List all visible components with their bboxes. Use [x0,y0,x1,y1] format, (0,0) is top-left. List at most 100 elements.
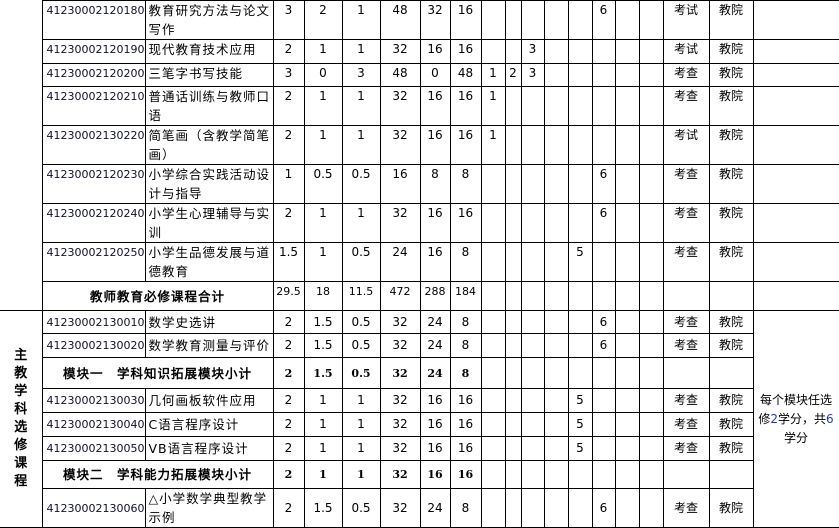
credit-practice-cell: 1 [341,203,381,243]
semester-4-hours [543,436,569,461]
semester-8-hours [638,460,664,489]
department: 教院 [708,63,754,87]
table-row: 41230002130020 数学教育测量与评价 2 1.5 0.5 32 24 8 6 考查 教院 [0,333,839,358]
notes-cell [752,164,839,204]
assessment-type: 考查 [662,242,710,282]
semester-6-hours [591,86,616,126]
credit-theory-cell: 0.5 [303,164,343,204]
semester-2-hours [504,39,522,64]
hours-theory-cell: 16 [419,460,451,489]
semester-5-hours [567,281,593,311]
hours-practice-cell: 8 [449,242,482,282]
credits-cell: 2 [272,39,305,64]
credit-theory-cell: 1 [303,39,343,64]
semester-4-hours [543,242,569,282]
semester-1-hours [480,39,506,64]
semester-8-hours [638,164,664,204]
semester-8-hours [638,310,664,334]
semester-1-hours [480,242,506,282]
semester-4-hours [543,164,569,204]
credits-cell: 29.5 [272,281,305,311]
semester-1-hours [480,310,506,334]
semester-5-hours: 5 [567,436,593,461]
notes-cell [752,281,839,311]
category-label: 主教学科选修课程 [0,310,43,528]
note-text: 学分，共 [778,411,827,426]
semester-7-hours [614,242,640,282]
semester-2-hours [504,436,522,461]
hours-theory-cell: 288 [419,281,451,311]
semester-3-hours [520,164,545,204]
hours-cell: 32 [379,86,421,126]
department [708,357,754,389]
semester-4-hours [543,39,569,64]
semester-6-hours: 6 [591,0,616,40]
semester-3-hours: 3 [520,63,545,87]
semester-2-hours [504,125,522,165]
course-name: VB语言程序设计 [144,436,274,461]
table-row: 41230002130040 C语言程序设计 2 1 1 32 16 16 5 考查 教院 [0,412,839,437]
semester-7-hours [614,488,640,528]
assessment-type: 考试 [662,125,710,165]
course-code: 41230002120250 [41,242,146,282]
semester-6-hours [591,357,616,389]
table-row: 41230002130030 几何画板软件应用 2 1 1 32 16 16 5 考查 教院 [0,388,839,413]
semester-8-hours [638,281,664,311]
category-char: 学 [14,384,28,399]
notes-cell [752,39,839,64]
credit-theory-cell: 1.5 [303,310,343,334]
hours-theory-cell: 24 [419,357,451,389]
semester-4-hours [543,388,569,413]
semester-3-hours [520,86,545,126]
credit-theory-cell: 1 [303,86,343,126]
semester-7-hours [614,357,640,389]
semester-6-hours [591,388,616,413]
credits-cell: 2 [272,310,305,334]
assessment-type: 考查 [662,488,710,528]
credit-practice-cell: 11.5 [341,281,381,311]
credits-cell: 2 [272,412,305,437]
semester-5-hours: 5 [567,388,593,413]
semester-2-hours [504,460,522,489]
table-row: 41230002120210 普通话训练与教师口语 2 1 1 32 16 16 1 考查 教院 [0,86,839,126]
course-code: 41230002130060 [41,488,146,528]
department: 教院 [708,310,754,334]
assessment-type: 考查 [662,86,710,126]
credit-theory-cell: 1.5 [303,333,343,358]
hours-theory-cell: 16 [419,436,451,461]
notes-cell [752,63,839,87]
credit-theory-cell: 18 [303,281,343,311]
semester-2-hours [504,412,522,437]
semester-1-hours [480,436,506,461]
semester-7-hours [614,125,640,165]
table-row: 41230002120250 小学生品德发展与道德教育 1.5 1 0.5 24 16 8 5 考… [0,242,839,282]
hours-theory-cell: 24 [419,333,451,358]
hours-practice-cell: 16 [449,125,482,165]
hours-theory-cell: 16 [419,242,451,282]
department: 教院 [708,242,754,282]
subtotal-row: 模块二 学科能力拓展模块小计 2 1 1 32 16 16 [0,460,839,489]
category-char: 主 [14,348,28,363]
hours-practice-cell: 16 [449,203,482,243]
notes-cell [752,203,839,243]
semester-3-hours [520,125,545,165]
table-row: 41230002120190 现代教育技术应用 2 1 1 32 16 16 3 考试 教院 [0,39,839,64]
credit-theory-cell: 1 [303,460,343,489]
semester-3-hours [520,436,545,461]
semester-8-hours [638,488,664,528]
semester-4-hours [543,412,569,437]
semester-2-hours [504,281,522,311]
hours-cell: 32 [379,436,421,461]
semester-1-hours: 1 [480,86,506,126]
course-name: 小学生品德发展与道德教育 [144,242,274,282]
notes-cell [752,0,839,40]
hours-practice-cell: 16 [449,388,482,413]
assessment-type: 考查 [662,436,710,461]
course-code: 41230002120230 [41,164,146,204]
semester-5-hours [567,39,593,64]
hours-practice-cell: 8 [449,488,482,528]
module-note: 每个模块任选修2学分，共6 学分 [752,310,839,528]
credit-practice-cell: 0.5 [341,164,381,204]
semester-5-hours: 5 [567,242,593,282]
semester-5-hours [567,310,593,334]
